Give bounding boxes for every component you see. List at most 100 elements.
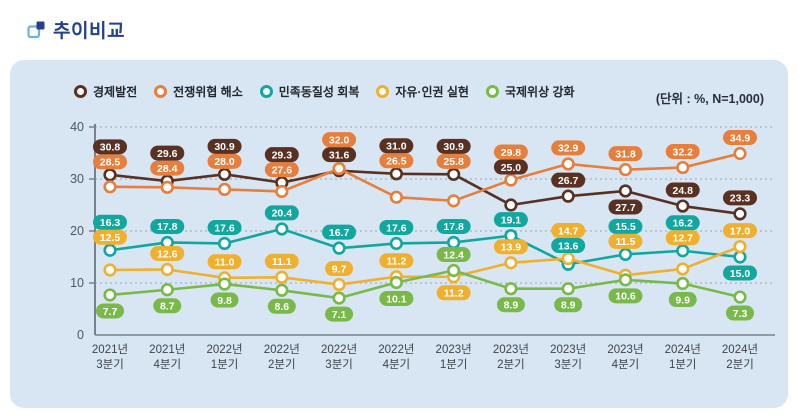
svg-text:31.0: 31.0: [386, 141, 407, 153]
data-point: [160, 180, 174, 194]
data-point: [103, 168, 117, 182]
legend-label: 민족동질성 회복: [278, 85, 360, 99]
y-tick-label: 10: [70, 276, 84, 290]
data-point: [733, 240, 747, 254]
svg-text:16.2: 16.2: [673, 218, 694, 230]
point-label: 16.3: [93, 214, 127, 230]
point-label: 29.6: [150, 145, 185, 161]
svg-text:32.9: 32.9: [558, 143, 579, 155]
data-point: [332, 241, 346, 255]
svg-text:30.9: 30.9: [443, 141, 464, 153]
data-point: [504, 173, 518, 187]
point-label: 16.7: [322, 224, 357, 240]
data-point: [103, 288, 117, 302]
svg-text:12.7: 12.7: [673, 233, 694, 245]
svg-text:16.3: 16.3: [100, 217, 121, 229]
point-label: 17.0: [723, 223, 757, 239]
data-point: [389, 236, 403, 251]
point-label: 25.8: [436, 153, 471, 169]
svg-text:17.8: 17.8: [443, 221, 464, 233]
svg-text:9.9: 9.9: [675, 294, 690, 306]
svg-text:17.8: 17.8: [157, 221, 178, 233]
svg-text:25.0: 25.0: [501, 162, 522, 174]
data-point: [733, 146, 747, 161]
svg-text:30.9: 30.9: [214, 141, 235, 153]
x-tick-label: 2023년 3분기: [550, 343, 586, 371]
point-label: 26.5: [379, 153, 414, 169]
x-tick-label: 2021년 4분기: [149, 343, 185, 371]
point-label: 17.8: [436, 218, 471, 234]
data-point: [160, 283, 174, 297]
svg-text:30.8: 30.8: [100, 142, 121, 154]
svg-text:9.8: 9.8: [217, 295, 232, 307]
data-point: [676, 276, 690, 291]
svg-text:17.0: 17.0: [730, 225, 751, 237]
data-point: [217, 167, 232, 181]
svg-text:12.4: 12.4: [443, 249, 464, 261]
point-label: 8.7: [153, 298, 182, 314]
x-tick-label: 2024년 1분기: [665, 343, 701, 371]
data-point: [676, 244, 690, 258]
data-point: [103, 263, 117, 277]
svg-text:8.9: 8.9: [504, 300, 519, 312]
data-point: [447, 194, 461, 208]
point-label: 31.8: [608, 146, 643, 162]
svg-text:19.1: 19.1: [501, 214, 522, 226]
data-point: [733, 207, 747, 221]
data-point: [103, 243, 117, 257]
point-label: 29.8: [493, 144, 528, 160]
point-label: 30.9: [436, 138, 471, 154]
svg-text:31.6: 31.6: [329, 149, 350, 161]
point-label: 17.6: [207, 219, 242, 235]
page-header: 추이비교: [27, 16, 125, 43]
svg-text:12.6: 12.6: [157, 248, 178, 260]
legend-item-3: 자유·인권 실현: [376, 83, 469, 100]
svg-text:27.7: 27.7: [615, 202, 636, 214]
data-point: [332, 162, 346, 176]
svg-text:7.3: 7.3: [733, 308, 748, 320]
data-point: [618, 184, 633, 198]
point-label: 11.2: [379, 253, 414, 269]
point-label: 29.3: [264, 147, 299, 163]
data-point: [447, 167, 461, 181]
x-tick-label: 2022년 2분기: [264, 343, 300, 371]
point-label: 7.3: [726, 305, 754, 321]
data-point: [275, 222, 289, 236]
data-point: [389, 167, 403, 181]
point-label: 14.7: [551, 223, 586, 239]
point-label: 11.1: [264, 253, 299, 269]
point-label: 32.2: [665, 144, 700, 160]
data-point: [504, 256, 518, 270]
svg-text:25.8: 25.8: [443, 156, 464, 168]
data-point: [676, 160, 690, 175]
svg-text:17.6: 17.6: [214, 222, 235, 234]
point-label: 9.7: [325, 261, 354, 277]
overlap-squares-icon: [27, 21, 45, 38]
svg-text:28.4: 28.4: [157, 163, 178, 175]
point-label: 28.0: [207, 153, 242, 169]
point-label: 15.0: [723, 265, 757, 281]
svg-text:10.6: 10.6: [615, 291, 636, 303]
svg-text:26.7: 26.7: [558, 175, 579, 187]
data-point: [389, 190, 403, 204]
legend-marker-icon: [376, 85, 390, 98]
data-point: [618, 163, 633, 177]
legend-item-1: 전쟁위협 해소: [154, 83, 243, 100]
data-point: [561, 251, 575, 266]
data-point: [561, 189, 575, 203]
svg-text:11.2: 11.2: [444, 288, 464, 300]
point-label: 10.1: [379, 290, 414, 306]
series-line-1: [103, 146, 747, 208]
point-label: 13.9: [493, 239, 528, 255]
point-label: 13.6: [551, 238, 586, 254]
svg-text:28.5: 28.5: [100, 157, 121, 169]
page-title: 추이비교: [53, 21, 125, 42]
data-point: [733, 290, 747, 304]
svg-text:10.1: 10.1: [386, 293, 407, 305]
svg-text:8.7: 8.7: [160, 301, 175, 313]
x-axis: 2021년 3분기 2021년 4분기 2022년 1분기 2022년 2분기 2022년 3분기…: [92, 343, 758, 371]
data-point: [618, 247, 633, 261]
x-tick-label: 2022년 4분기: [378, 343, 414, 371]
legend-marker-icon: [485, 85, 499, 98]
